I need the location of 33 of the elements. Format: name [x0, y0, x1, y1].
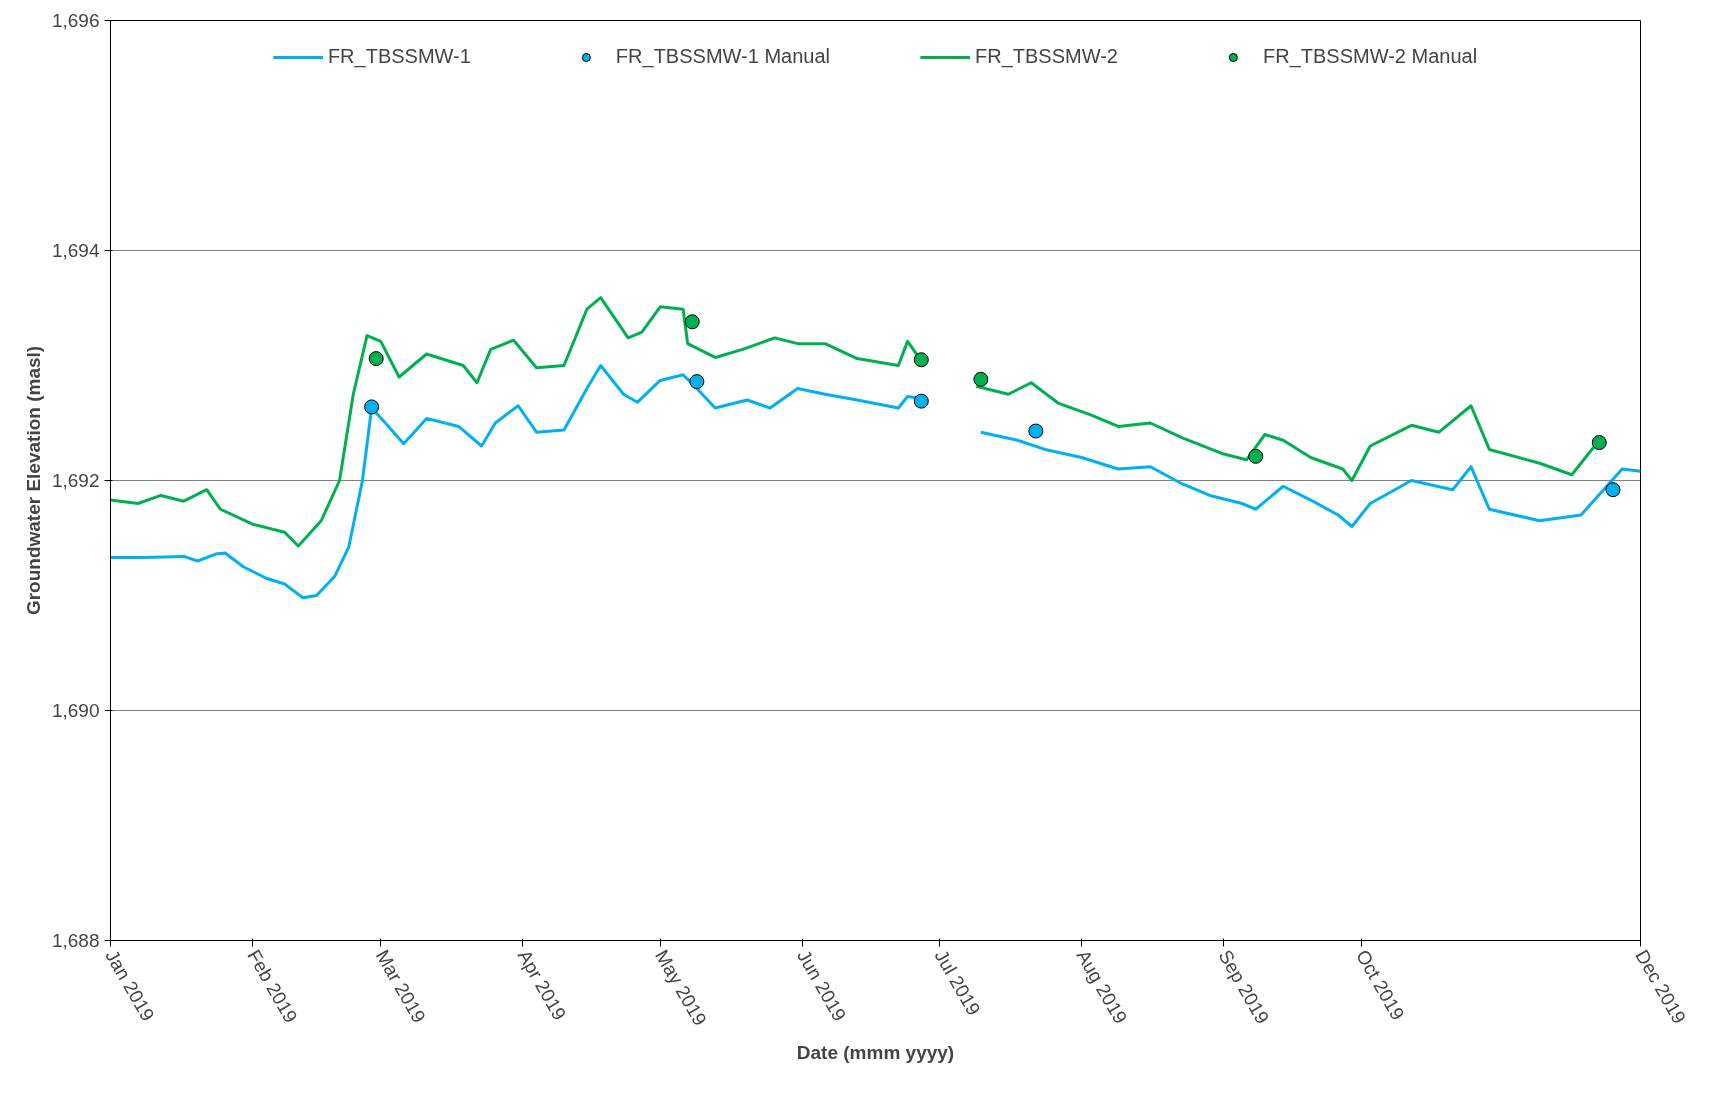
x-tick-label: Jun 2019: [793, 946, 851, 1025]
x-tick-label: Apr 2019: [513, 946, 571, 1024]
point: [913, 352, 929, 368]
x-tick-label: May 2019: [651, 946, 711, 1030]
point: [973, 371, 989, 387]
legend-label: FR_TBSSMW-2: [975, 45, 1118, 68]
point: [1248, 448, 1264, 464]
x-tick-label: Oct 2019: [1351, 946, 1409, 1024]
x-axis-title: Date (mmm yyyy): [796, 1042, 955, 1064]
x-tick-label: Jul 2019: [930, 946, 985, 1020]
y-axis-title: Groundwater Elevation (masl): [22, 345, 44, 616]
point: [1605, 482, 1621, 498]
point: [684, 314, 700, 330]
x-tick-label: Jan 2019: [101, 946, 159, 1025]
x-tick-label: Dec 2019: [1631, 946, 1691, 1028]
y-tick-label: 1,692: [51, 470, 100, 491]
point: [689, 374, 705, 390]
point: [368, 351, 384, 367]
x-tick-label: Aug 2019: [1072, 946, 1132, 1028]
y-tick-label: 1,688: [51, 930, 100, 951]
point: [1591, 435, 1607, 451]
point: [364, 399, 380, 415]
point: [913, 393, 929, 409]
x-tick-label: Mar 2019: [371, 946, 430, 1027]
legend-label: FR_TBSSMW-1 Manual: [615, 45, 830, 68]
legend-label: FR_TBSSMW-1: [327, 45, 471, 68]
y-tick-label: 1,694: [51, 240, 100, 261]
legend-label: FR_TBSSMW-2 Manual: [1262, 45, 1478, 68]
y-tick-label: 1,690: [51, 700, 100, 721]
x-tick-label: Feb 2019: [243, 946, 302, 1027]
x-tick-label: Sep 2019: [1214, 946, 1274, 1028]
point: [1028, 423, 1044, 439]
y-tick-label: 1,696: [51, 10, 100, 31]
